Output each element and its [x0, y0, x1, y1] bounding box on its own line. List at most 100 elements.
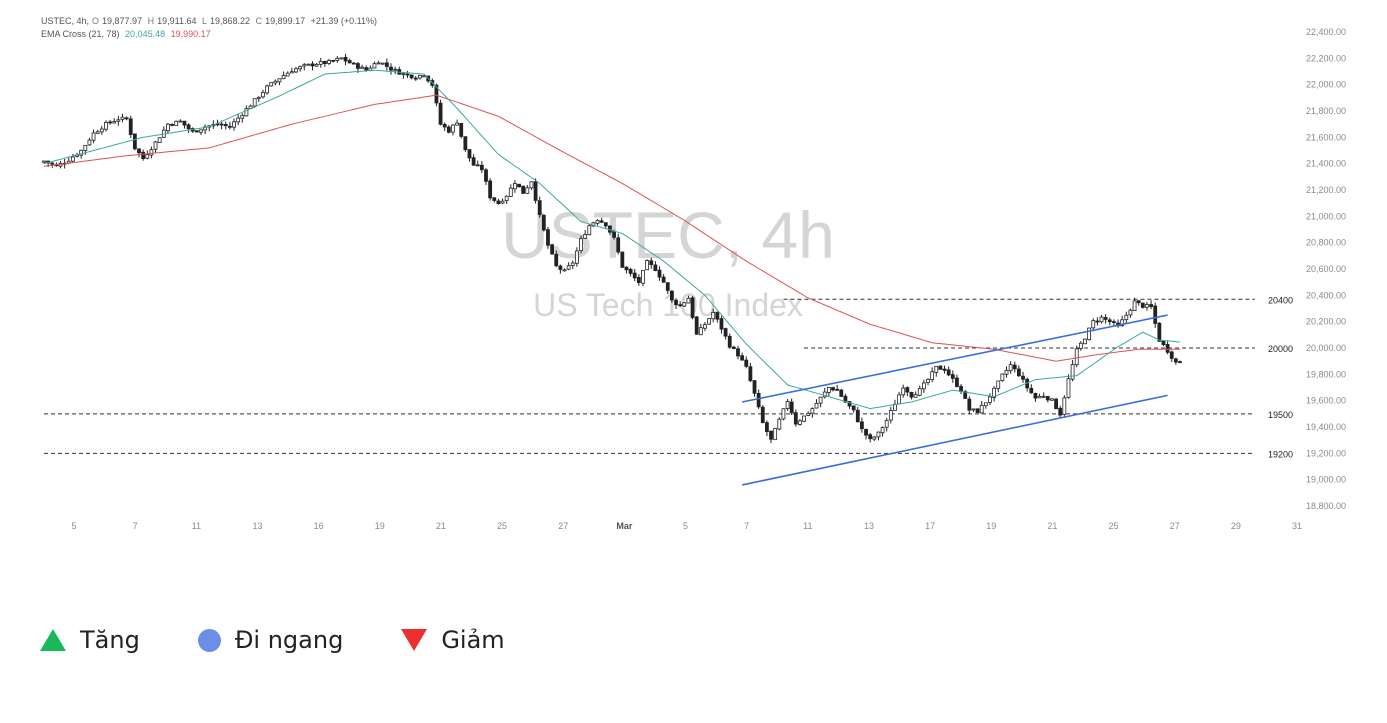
chart-area[interactable]: USTEC, 4h US Tech 100 Index 20400 20000 19…	[0, 0, 1387, 540]
candle-body	[1054, 398, 1058, 410]
ema-slow-value: 19,990.17	[170, 29, 211, 39]
candle-body	[384, 62, 389, 67]
x-tick-label: 5	[683, 521, 688, 531]
candle	[397, 66, 402, 75]
candle	[636, 274, 641, 286]
candle	[570, 260, 575, 270]
candle	[1116, 319, 1120, 328]
candle-body	[471, 157, 476, 166]
candle	[351, 61, 356, 65]
candle-body	[112, 121, 117, 124]
candle	[785, 398, 790, 411]
candle	[149, 146, 154, 159]
candle	[517, 183, 521, 188]
candle-body	[756, 393, 761, 408]
candle	[116, 115, 121, 126]
candle	[496, 198, 501, 205]
low-key: L	[201, 16, 207, 26]
x-tick-label: 13	[864, 521, 874, 531]
candle	[587, 223, 592, 236]
candle	[1173, 357, 1178, 365]
candle-body	[744, 359, 749, 367]
candle	[1054, 397, 1058, 410]
candle-body	[1041, 395, 1046, 398]
y-tick-label: 20,000.00	[1306, 343, 1346, 353]
candle	[223, 121, 228, 130]
x-tick-label: 11	[803, 521, 812, 531]
circle-icon	[197, 628, 221, 652]
candle-body	[95, 131, 100, 134]
candle	[1145, 301, 1149, 311]
candle-body	[686, 297, 691, 304]
candle	[649, 257, 654, 269]
candle-body	[942, 368, 947, 371]
candle-body	[694, 316, 699, 335]
candle-body	[1128, 309, 1133, 316]
candle-body	[318, 61, 323, 65]
candle	[182, 120, 187, 129]
candle-body	[273, 80, 278, 84]
candle-body	[182, 120, 187, 126]
candle-body	[855, 409, 860, 423]
candle	[554, 250, 559, 268]
candle-body	[698, 327, 703, 336]
candle	[880, 426, 885, 437]
candle	[451, 124, 455, 136]
candle-body	[566, 265, 571, 270]
candle	[463, 136, 468, 152]
candle	[595, 219, 600, 226]
candle-body	[294, 68, 298, 73]
candle-body	[541, 214, 546, 231]
candle	[1008, 361, 1013, 374]
candle-body	[851, 405, 856, 411]
candle	[108, 119, 112, 125]
candle-body	[905, 387, 910, 393]
candle-body	[314, 64, 319, 67]
candle	[926, 378, 930, 386]
candle	[822, 387, 827, 399]
candle-body	[194, 130, 199, 133]
y-tick-label: 21,400.00	[1306, 159, 1346, 169]
candle-body	[302, 64, 307, 67]
candle-body	[546, 229, 550, 246]
candle-body	[897, 394, 901, 405]
candle	[401, 72, 406, 79]
candle	[479, 161, 484, 173]
candle	[1016, 365, 1021, 378]
candle-body	[525, 187, 530, 194]
candle	[42, 160, 46, 164]
candle-body	[992, 387, 997, 398]
candle	[550, 243, 555, 255]
candle	[678, 301, 683, 308]
candle	[1083, 338, 1087, 345]
ema-label: EMA Cross (21, 78)	[41, 29, 120, 39]
candle-body	[438, 102, 443, 125]
change-value: +21.39 (+0.11%)	[310, 16, 378, 26]
triangle-down-icon	[401, 629, 428, 651]
candle-body	[87, 139, 92, 146]
candle-body	[847, 401, 852, 407]
candle	[323, 60, 327, 67]
candle-body	[422, 75, 426, 78]
candle	[831, 386, 835, 392]
candle	[376, 60, 381, 65]
candle-body	[608, 225, 612, 233]
candle-body	[674, 299, 678, 306]
candle-body	[1029, 387, 1034, 394]
candle	[178, 119, 183, 123]
candlestick-chart[interactable]: USTEC, 4h US Tech 100 Index 204002000019…	[0, 0, 1387, 540]
candle	[112, 118, 117, 124]
candle	[682, 302, 687, 307]
candle	[839, 388, 844, 398]
y-tick-label: 19,200.00	[1306, 448, 1346, 458]
candle-body	[595, 219, 600, 224]
candle	[971, 408, 976, 412]
candle	[798, 419, 802, 426]
candle	[261, 89, 265, 99]
candle	[1041, 392, 1046, 399]
legend-label-sideways: Đi ngang	[234, 626, 344, 654]
candle	[232, 118, 236, 131]
candle	[736, 345, 740, 360]
candle	[1169, 350, 1174, 362]
candle-body	[442, 123, 447, 128]
